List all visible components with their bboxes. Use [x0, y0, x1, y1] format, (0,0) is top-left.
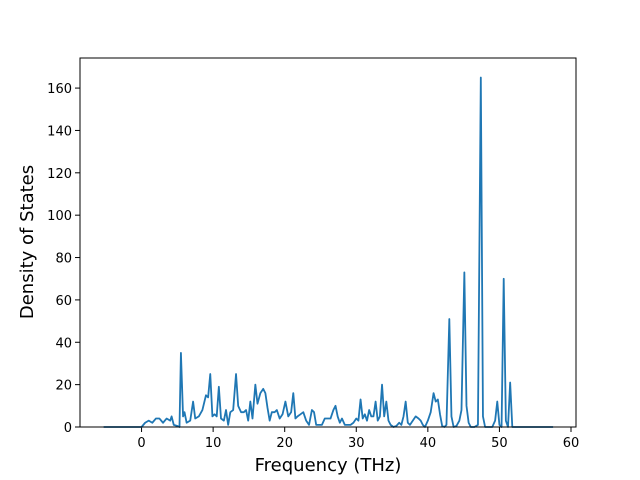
x-tick-label: 30	[348, 436, 365, 451]
y-tick-label: 20	[55, 379, 72, 394]
y-tick-label: 0	[64, 421, 72, 436]
x-tick-label: 0	[137, 436, 145, 451]
plot-frame	[79, 57, 577, 428]
y-tick-label: 140	[47, 124, 72, 139]
x-tick-label: 40	[420, 436, 437, 451]
x-axis-label: Frequency (THz)	[255, 455, 402, 476]
y-tick-label: 60	[55, 294, 72, 309]
y-tick-label: 160	[47, 82, 72, 97]
y-axis-label: Density of States	[17, 165, 38, 319]
y-tick-label: 40	[55, 336, 72, 351]
line	[103, 76, 554, 428]
y-tick-label: 120	[47, 167, 72, 182]
y-tick-label: 80	[55, 252, 72, 267]
x-tick-label: 60	[563, 436, 580, 451]
y-tick-label: 100	[47, 209, 72, 224]
x-tick-label: 10	[205, 436, 222, 451]
x-tick-label: 20	[276, 436, 293, 451]
x-tick-label: 50	[491, 436, 508, 451]
